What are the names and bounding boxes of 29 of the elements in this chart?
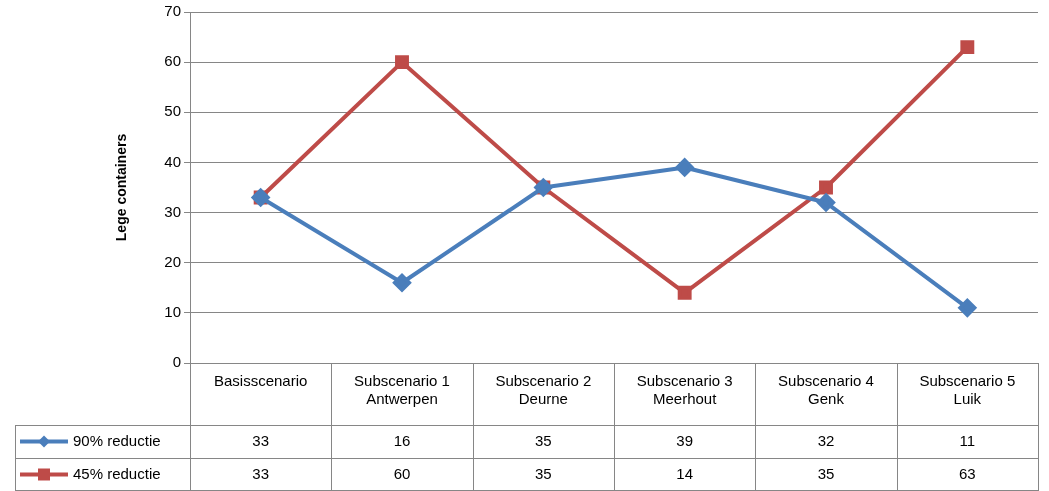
legend-label: 45% reductie bbox=[73, 464, 161, 482]
x-tick-label: Subscenario 1 Antwerpen bbox=[354, 372, 450, 408]
data-label: 16 bbox=[393, 431, 411, 449]
data-label: 39 bbox=[676, 431, 694, 449]
y-tick-label: 20 bbox=[164, 252, 181, 270]
y-tick-label: 60 bbox=[164, 52, 181, 70]
data-label: 33 bbox=[252, 431, 270, 449]
y-tick-label: 50 bbox=[164, 102, 181, 120]
y-tick-label: 0 bbox=[172, 353, 181, 371]
y-tick-label: 70 bbox=[164, 2, 181, 20]
y-tick-label: 40 bbox=[164, 152, 181, 170]
x-tick-label: Basisscenario bbox=[213, 372, 308, 390]
data-label: 11 bbox=[959, 431, 976, 449]
x-tick-label: Subscenario 5 Luik bbox=[919, 372, 1016, 408]
x-tick-label: Subscenario 4 Genk bbox=[778, 372, 874, 408]
y-tick-label: 10 bbox=[164, 303, 181, 320]
data-label: 14 bbox=[676, 464, 694, 482]
y-tick-label: 30 bbox=[164, 202, 181, 220]
data-label: 60 bbox=[393, 464, 411, 482]
x-tick-label: Subscenario 3 Meerhout bbox=[636, 372, 733, 408]
data-label: 63 bbox=[958, 464, 976, 482]
legend-label: 90% reductie bbox=[73, 431, 161, 449]
data-label: 32 bbox=[817, 431, 835, 449]
y-axis-title: Lege containers bbox=[113, 133, 130, 242]
data-label: 33 bbox=[252, 464, 270, 482]
x-tick-label: Subscenario 2 Deurne bbox=[495, 372, 592, 408]
data-label: 35 bbox=[534, 464, 552, 482]
data-label: 35 bbox=[817, 464, 835, 482]
data-label: 35 bbox=[534, 431, 552, 449]
